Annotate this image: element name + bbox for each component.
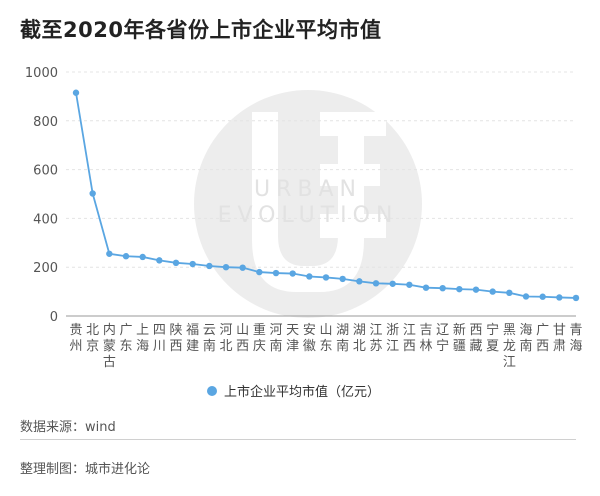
- data-point: [539, 293, 546, 300]
- data-point: [272, 269, 280, 277]
- data-point: [72, 89, 80, 96]
- data-point: [372, 280, 380, 287]
- data-point: [122, 253, 130, 260]
- chart-title: 截至2020年各省份上市企业平均市值: [20, 18, 382, 42]
- x-tick-label: 四川: [153, 323, 166, 354]
- x-tick-label: 重庆: [253, 322, 266, 354]
- x-tick-label: 湖南: [336, 323, 349, 354]
- watermark-text-line2: EVOLUTION: [218, 203, 399, 228]
- y-tick-label: 1000: [25, 66, 58, 81]
- data-point: [422, 284, 430, 291]
- x-tick-label: 辽宁: [436, 323, 449, 354]
- x-tick-label: 江西: [403, 323, 416, 354]
- y-tick-label: 200: [33, 261, 58, 276]
- x-tick-label: 广西: [536, 323, 549, 354]
- data-point: [406, 281, 413, 288]
- data-point: [389, 280, 396, 287]
- data-point: [306, 273, 313, 280]
- data-point: [289, 270, 296, 277]
- data-point: [256, 268, 263, 276]
- legend: 上市企业平均市值（亿元）: [207, 384, 380, 400]
- series-line: [72, 89, 580, 302]
- data-point: [439, 284, 446, 292]
- legend-label: 上市企业平均市值（亿元）: [224, 384, 380, 400]
- x-tick-label: 北京: [86, 323, 99, 354]
- data-point: [556, 294, 563, 301]
- data-point: [489, 288, 496, 295]
- legend-marker: [207, 386, 217, 396]
- x-tick-label: 西藏: [469, 323, 482, 354]
- data-point: [89, 190, 96, 197]
- x-tick-label: 吉林: [419, 323, 432, 354]
- x-tick-label: 河南: [269, 323, 282, 354]
- data-point: [356, 278, 363, 285]
- watermark-text-line1: URBAN: [254, 177, 362, 202]
- x-tick-label: 广东: [119, 323, 132, 354]
- data-point: [139, 253, 146, 261]
- data-point: [106, 250, 113, 257]
- data-point: [189, 260, 196, 268]
- x-tick-label: 江苏: [369, 323, 382, 354]
- data-point: [506, 289, 513, 297]
- data-point: [206, 262, 213, 270]
- x-tick-label: 贵州: [69, 323, 82, 354]
- x-tick-label: 陕西: [169, 323, 182, 354]
- x-tick-label: 内蒙古: [103, 322, 116, 370]
- data-point: [172, 259, 180, 267]
- x-tick-label: 福建: [186, 323, 199, 354]
- y-tick-label: 600: [33, 164, 58, 179]
- grid-lines: [66, 71, 576, 317]
- data-point: [239, 264, 246, 271]
- x-tick-label: 天津: [286, 323, 299, 354]
- x-tick-label: 云南: [203, 323, 216, 354]
- x-tick-label: 甘肃: [553, 323, 566, 354]
- data-source: 数据来源：wind: [20, 420, 116, 435]
- y-axis: 0 200 400 600 800 1000: [25, 66, 58, 325]
- x-tick-label: 黑龙江: [503, 323, 516, 370]
- data-point: [522, 293, 530, 300]
- x-tick-label: 宁夏: [486, 322, 499, 354]
- y-tick-label: 800: [33, 115, 58, 130]
- y-tick-label: 400: [33, 212, 58, 227]
- data-point: [156, 257, 163, 264]
- data-point: [339, 275, 346, 283]
- data-point: [456, 285, 463, 293]
- x-tick-label: 新疆: [453, 322, 466, 354]
- y-tick-label: 0: [50, 310, 58, 325]
- data-point: [222, 264, 230, 271]
- x-tick-label: 安徽: [303, 323, 316, 354]
- x-tick-label: 山西: [236, 323, 249, 354]
- x-tick-label: 青海: [569, 323, 582, 354]
- producer-credit: 整理制图：城市进化论: [20, 462, 151, 477]
- x-tick-label: 上海: [136, 323, 149, 354]
- x-tick-label: 湖北: [353, 323, 366, 354]
- divider: [20, 439, 576, 440]
- x-tick-label: 浙江: [386, 323, 399, 354]
- x-tick-label: 河北: [219, 323, 232, 354]
- data-point: [322, 274, 330, 281]
- x-tick-label: 山东: [319, 323, 332, 354]
- x-axis: 贵州北京内蒙古广东上海四川陕西福建云南河北山西重庆河南天津安徽山东湖南湖北江苏浙…: [69, 322, 582, 370]
- watermark-logo: URBAN EVOLUTION: [194, 90, 422, 318]
- data-point: [472, 286, 480, 293]
- data-point: [572, 294, 580, 302]
- x-tick-label: 海南: [519, 323, 532, 354]
